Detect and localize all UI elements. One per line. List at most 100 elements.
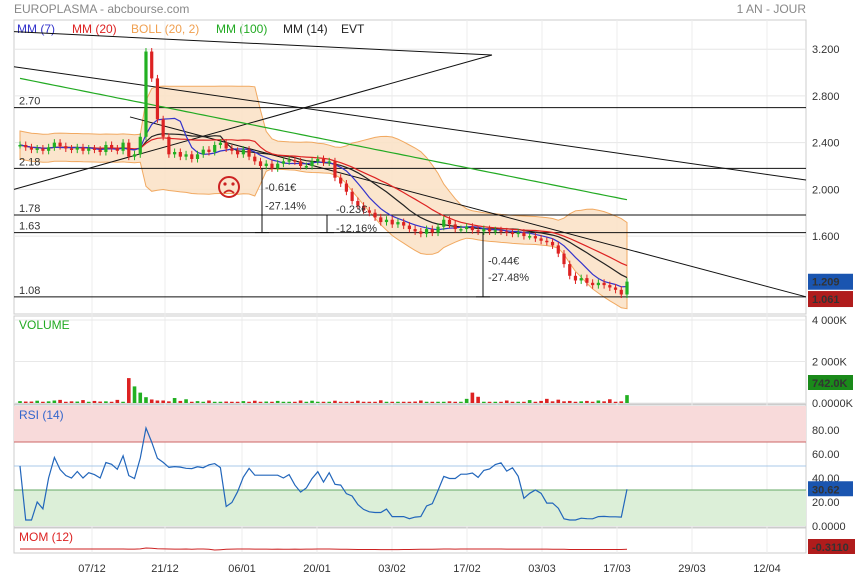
candle-body (276, 163, 280, 169)
volume-bar (98, 401, 102, 403)
candle-body (127, 142, 131, 157)
volume-bar (104, 401, 108, 403)
candle-body (310, 161, 314, 166)
candle-body (562, 253, 566, 265)
candle-body (442, 219, 446, 227)
volume-bar (476, 396, 480, 403)
volume-bar (396, 401, 400, 403)
volume-bar (378, 400, 383, 403)
candle-body (453, 224, 457, 230)
mom-panel-frame (13, 527, 807, 554)
volume-bar (504, 400, 509, 403)
candle-body (264, 163, 268, 166)
mom-label: MOM (12) (19, 530, 73, 544)
annotation-label: -0.23€ (336, 204, 367, 216)
level-label: 1.63 (19, 221, 40, 233)
date-tick-label: 12/04 (753, 563, 781, 575)
candle-body (373, 212, 377, 218)
candle-body (241, 149, 245, 155)
candle-body (247, 149, 251, 157)
level-label: 1.78 (19, 203, 40, 215)
grid (14, 20, 806, 553)
volume-bar (224, 401, 228, 403)
volume-bar (321, 401, 326, 403)
price-badge (808, 273, 853, 290)
sad-face-mouth (223, 189, 235, 194)
volume-bar (144, 397, 148, 403)
price-tick-label: 3.200 (812, 44, 840, 56)
volume-bar (453, 401, 458, 403)
volume-bar (613, 401, 618, 403)
candle-body (92, 148, 97, 150)
annotation-label: -0.44€ (488, 256, 519, 268)
volume-bar (189, 401, 194, 403)
volume-bar (447, 401, 452, 403)
volume-bar (201, 401, 206, 403)
candle-body (98, 149, 102, 152)
candle-body (579, 278, 583, 281)
candle-body (619, 289, 623, 295)
volume-bar (18, 401, 22, 403)
candle-body (81, 147, 85, 151)
volume-bar (424, 401, 429, 403)
volume-bar (92, 400, 97, 403)
volume-bar (493, 401, 498, 403)
date-tick-label: 17/03 (603, 563, 631, 575)
volume-bar (281, 401, 286, 403)
price-tick-label: 2.000 (812, 184, 840, 196)
volume-bar (522, 401, 526, 403)
moving-averages (19, 77, 628, 288)
annotation-label: -27.48% (488, 272, 529, 284)
price-axis: 3.200 2.800 2.400 2.000 1.600 1.209 1.061 (808, 44, 853, 308)
candle-body (75, 147, 79, 150)
level-label: 1.08 (19, 285, 40, 297)
volume-bar (86, 401, 91, 403)
candle-body (402, 222, 406, 226)
candle-body (419, 231, 423, 234)
volume-bar (373, 401, 377, 403)
volume-bar (264, 401, 269, 403)
volume-bar (235, 401, 240, 403)
candle-body (510, 232, 515, 235)
volume-bar (29, 401, 34, 403)
volume-bar (127, 378, 131, 403)
candle-body (545, 240, 549, 243)
date-tick-label: 03/02 (378, 563, 406, 575)
candle-body (224, 142, 228, 149)
volume-bar (539, 400, 543, 403)
candle-body (339, 177, 343, 184)
volume-bar (487, 401, 492, 403)
volume-bar (499, 401, 503, 403)
rsi-tick-label: 60.00 (812, 449, 840, 461)
candle-body (516, 232, 520, 235)
candle-body (396, 222, 400, 225)
volume-bar (413, 401, 417, 403)
volume-bar (338, 401, 343, 403)
volume-bar (350, 401, 354, 403)
volume-bar (207, 400, 211, 403)
volume-bar (109, 401, 114, 403)
volume-bar (293, 401, 297, 403)
volume-bar (390, 401, 395, 403)
date-tick-label: 07/12 (78, 563, 106, 575)
candle-body (58, 142, 62, 147)
volume-bar (69, 401, 74, 403)
price-panel-frame (13, 19, 807, 315)
rsi-line (19, 425, 628, 521)
candle-body (316, 158, 320, 162)
candle-body (568, 264, 572, 276)
volume-bar (361, 401, 366, 403)
candle-body (230, 148, 234, 151)
candle-body (596, 282, 600, 286)
volume-bar (52, 400, 57, 403)
candle-body (344, 183, 349, 192)
volume-bar (344, 401, 349, 403)
volume-bar (310, 400, 314, 403)
trend-line (129, 116, 807, 298)
price-tick-label: 2.400 (812, 138, 840, 150)
date-tick-label: 29/03 (678, 563, 706, 575)
volume-bar (64, 401, 68, 403)
candle-body (361, 205, 366, 211)
candle-body (270, 163, 274, 169)
